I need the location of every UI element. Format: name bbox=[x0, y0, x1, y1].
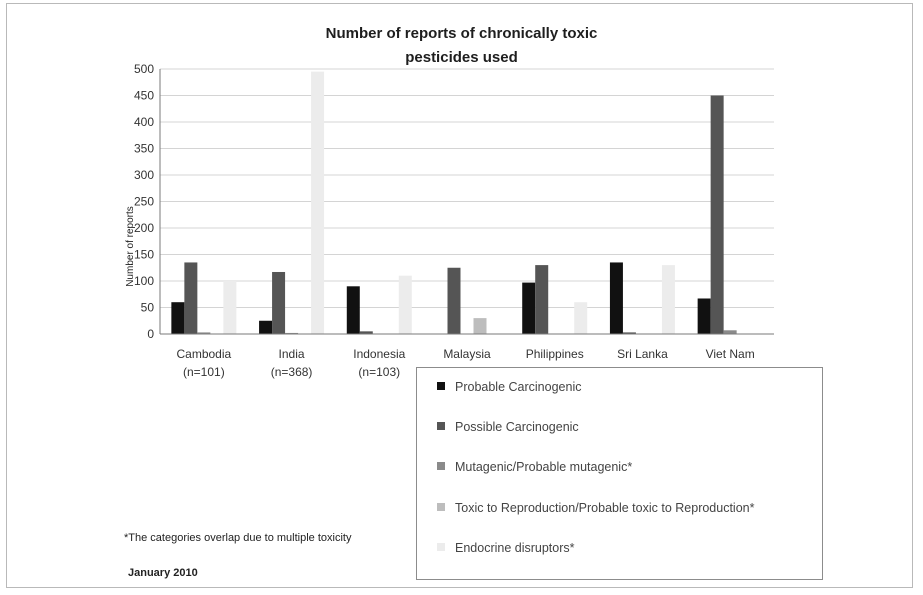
legend-label: Endocrine disruptors* bbox=[455, 541, 575, 555]
bar bbox=[359, 331, 373, 334]
date-label: January 2010 bbox=[128, 567, 198, 579]
legend-item-probable-carcinogenic: Probable Carcinogenic bbox=[437, 378, 817, 397]
axis-labels: 0 50 100 150 200 250 300 350 400 450 500 Number of … bbox=[125, 62, 755, 379]
y-tick-label: 300 bbox=[134, 168, 154, 182]
legend-swatch bbox=[437, 543, 445, 551]
y-tick-label: 250 bbox=[134, 195, 154, 209]
x-tick-label: Cambodia bbox=[177, 347, 232, 361]
bar bbox=[661, 265, 675, 334]
x-tick-label: India bbox=[279, 347, 305, 361]
bar bbox=[447, 267, 461, 334]
legend-item-endocrine-disruptors: Endocrine disruptors* bbox=[437, 539, 817, 558]
gridlines bbox=[160, 68, 774, 308]
legend-swatch bbox=[437, 462, 445, 470]
y-tick-label: 450 bbox=[134, 89, 154, 103]
x-tick-sublabel: (n=368) bbox=[271, 365, 313, 379]
legend-swatch bbox=[437, 382, 445, 390]
y-tick-label: 350 bbox=[134, 142, 154, 156]
bar bbox=[184, 262, 198, 334]
x-tick-label: Viet Nam bbox=[706, 347, 755, 361]
legend-swatch bbox=[437, 503, 445, 511]
bar bbox=[197, 332, 211, 334]
chart-title-line-2: pesticides used bbox=[405, 49, 518, 66]
bar bbox=[697, 298, 711, 334]
legend-label: Probable Carcinogenic bbox=[455, 380, 582, 394]
bar bbox=[723, 330, 737, 334]
bar bbox=[622, 332, 636, 334]
legend-label: Toxic to Reproduction/Probable toxic to … bbox=[455, 501, 755, 515]
chart-title-line-1: Number of reports of chronically toxic bbox=[325, 25, 598, 42]
bar bbox=[171, 302, 185, 334]
footnote: *The categories overlap due to multiple … bbox=[124, 532, 352, 544]
axes bbox=[159, 69, 774, 335]
y-tick-label: 0 bbox=[147, 327, 154, 341]
legend-item-mutagenic: Mutagenic/Probable mutagenic* bbox=[437, 458, 817, 477]
legend-item-possible-carcinogenic: Possible Carcinogenic bbox=[437, 418, 817, 437]
y-tick-label: 50 bbox=[141, 301, 155, 315]
chart-title: Number of reports of chronically toxic p… bbox=[0, 22, 923, 70]
chart-legend: Probable Carcinogenic Possible Carcinoge… bbox=[416, 367, 823, 580]
bar bbox=[609, 262, 623, 334]
x-tick-label: Philippines bbox=[526, 347, 584, 361]
bar bbox=[311, 71, 325, 335]
y-tick-label: 100 bbox=[134, 274, 154, 288]
x-tick-label: Malaysia bbox=[443, 347, 491, 361]
legend-label: Mutagenic/Probable mutagenic* bbox=[455, 460, 633, 474]
y-tick-label: 400 bbox=[134, 115, 154, 129]
legend-label: Possible Carcinogenic bbox=[455, 420, 579, 434]
bar bbox=[259, 320, 273, 334]
y-tick-label: 200 bbox=[134, 221, 154, 235]
bar bbox=[223, 281, 237, 334]
x-tick-sublabel: (n=103) bbox=[358, 365, 400, 379]
bar bbox=[473, 318, 487, 334]
y-axis-title: Number of reports bbox=[125, 206, 136, 287]
bar bbox=[285, 332, 299, 334]
bar bbox=[522, 282, 536, 334]
bar bbox=[398, 275, 412, 334]
x-tick-sublabel: (n=101) bbox=[183, 365, 225, 379]
bars bbox=[171, 71, 737, 335]
bar bbox=[535, 265, 549, 334]
x-tick-label: Indonesia bbox=[353, 347, 405, 361]
bar bbox=[346, 286, 360, 334]
bar bbox=[272, 271, 286, 334]
bar bbox=[710, 95, 724, 334]
y-tick-label: 500 bbox=[134, 62, 154, 76]
y-tick-label: 150 bbox=[134, 248, 154, 262]
legend-swatch bbox=[437, 422, 445, 430]
bar bbox=[574, 302, 588, 334]
x-tick-label: Sri Lanka bbox=[617, 347, 668, 361]
legend-item-toxic-to-reproduction: Toxic to Reproduction/Probable toxic to … bbox=[437, 499, 817, 518]
